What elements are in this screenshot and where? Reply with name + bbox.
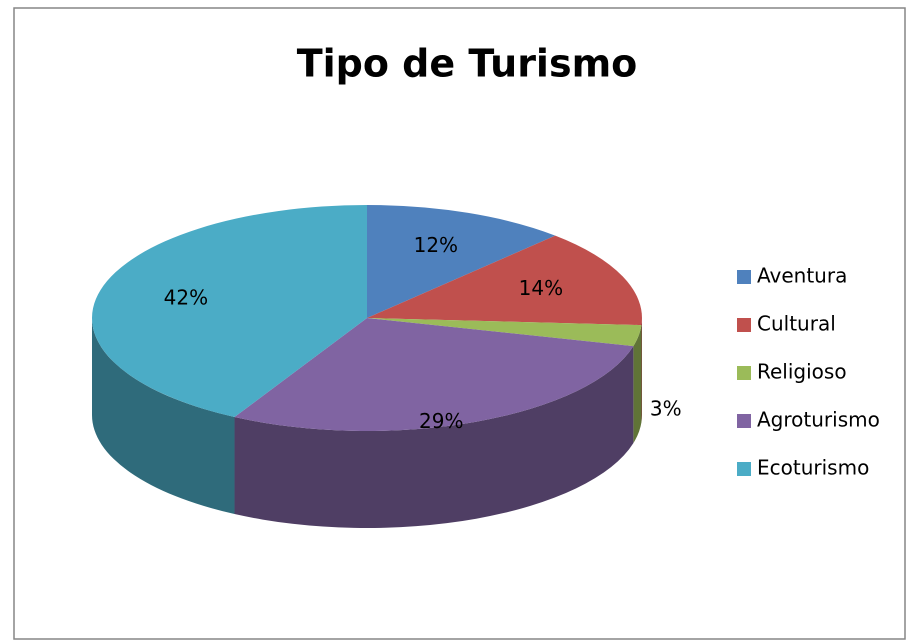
data-label: 29%: [419, 409, 463, 433]
legend-label: Agroturismo: [757, 408, 880, 432]
legend-swatch: [737, 462, 751, 476]
data-label: 14%: [519, 276, 563, 300]
data-label: 42%: [164, 285, 208, 309]
legend-swatch: [737, 366, 751, 380]
slice-side: [641, 318, 642, 423]
legend-swatch: [737, 414, 751, 428]
legend-label: Aventura: [757, 264, 847, 288]
slice: [367, 235, 642, 326]
slice-side: [633, 325, 642, 444]
legend-label: Cultural: [757, 312, 836, 336]
legend-swatch: [737, 318, 751, 332]
data-label: 12%: [414, 233, 458, 257]
chart-title: Tipo de Turismo: [297, 42, 638, 86]
slice: [367, 205, 556, 318]
slice: [234, 318, 634, 431]
data-label: 3%: [650, 397, 682, 421]
legend-swatch: [737, 270, 751, 284]
slice: [367, 318, 642, 347]
legend-label: Ecoturismo: [757, 456, 869, 480]
slice-side: [92, 318, 235, 515]
slice-side: [234, 346, 634, 528]
legend-label: Religioso: [757, 360, 847, 384]
slice: [92, 205, 367, 418]
